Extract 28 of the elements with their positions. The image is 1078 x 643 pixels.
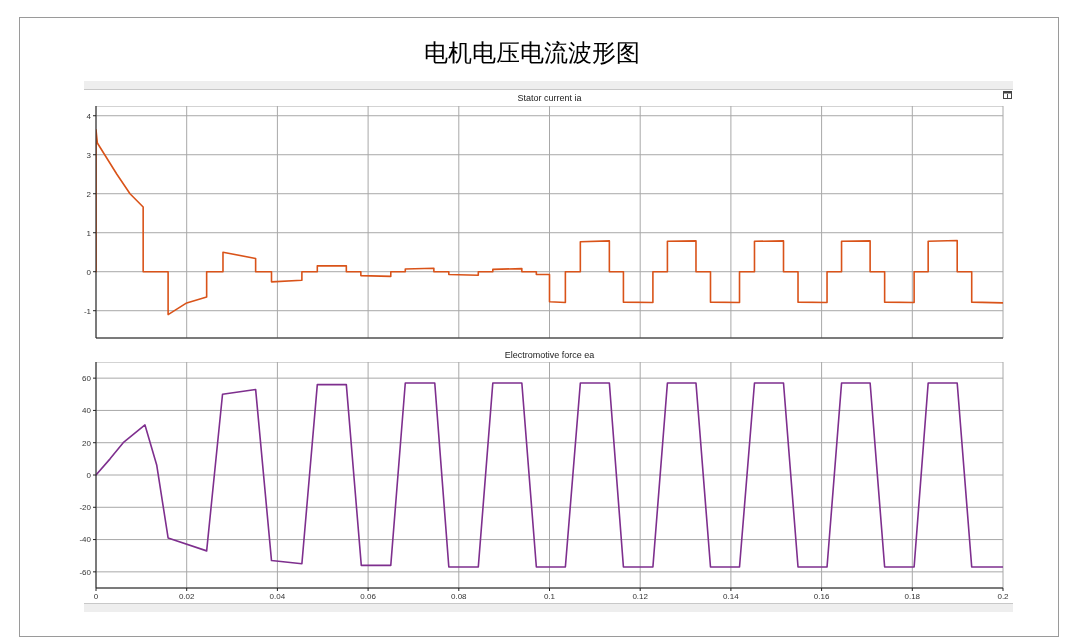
y-tick-label: 1 xyxy=(86,228,92,238)
x-tick-label: 0.1 xyxy=(543,591,556,601)
x-tick-label: 0.02 xyxy=(178,591,196,601)
x-tick-label: 0.14 xyxy=(723,591,740,601)
x-tick-label: 0.18 xyxy=(904,591,921,601)
y-tick-label: -40 xyxy=(79,535,92,545)
y-tick-label: 3 xyxy=(86,150,92,160)
y-tick-label: 4 xyxy=(86,111,92,121)
x-tick-label: 0.04 xyxy=(269,591,286,601)
x-tick-label: 0.16 xyxy=(813,591,830,601)
y-tick-label: 20 xyxy=(82,438,92,448)
x-tick-label: 0.08 xyxy=(451,591,468,601)
chart-title: 电机电压电流波形图 xyxy=(422,38,641,69)
y-tick-label: 40 xyxy=(82,406,92,416)
chart-subtitle: Stator current ia xyxy=(516,93,583,104)
chart-title: Electromotive force ea xyxy=(503,350,596,361)
x-tick-label: 0.2 xyxy=(997,591,1010,601)
y-tick-label: 0 xyxy=(86,267,92,277)
y-tick-label: 2 xyxy=(86,189,92,199)
x-tick-label: 0 xyxy=(93,591,99,601)
y-tick-label: 0 xyxy=(86,470,92,480)
y-tick-label: -60 xyxy=(79,567,92,577)
y-tick-label: 60 xyxy=(82,373,92,383)
x-tick-label: 0.06 xyxy=(360,591,377,601)
line-series xyxy=(96,382,1003,568)
y-tick-label: -20 xyxy=(79,503,92,513)
x-tick-label: 0.12 xyxy=(632,591,649,601)
y-tick-label: -1 xyxy=(83,306,92,316)
